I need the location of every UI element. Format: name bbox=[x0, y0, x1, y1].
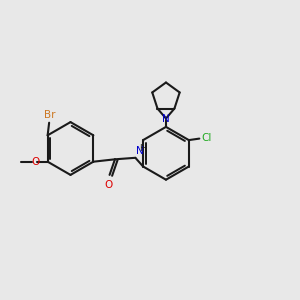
Text: Cl: Cl bbox=[202, 133, 212, 143]
Text: Br: Br bbox=[44, 110, 55, 120]
Text: N: N bbox=[162, 113, 170, 124]
Text: O: O bbox=[31, 157, 39, 167]
Text: H: H bbox=[140, 144, 146, 153]
Text: N: N bbox=[136, 146, 144, 156]
Text: O: O bbox=[104, 180, 112, 190]
